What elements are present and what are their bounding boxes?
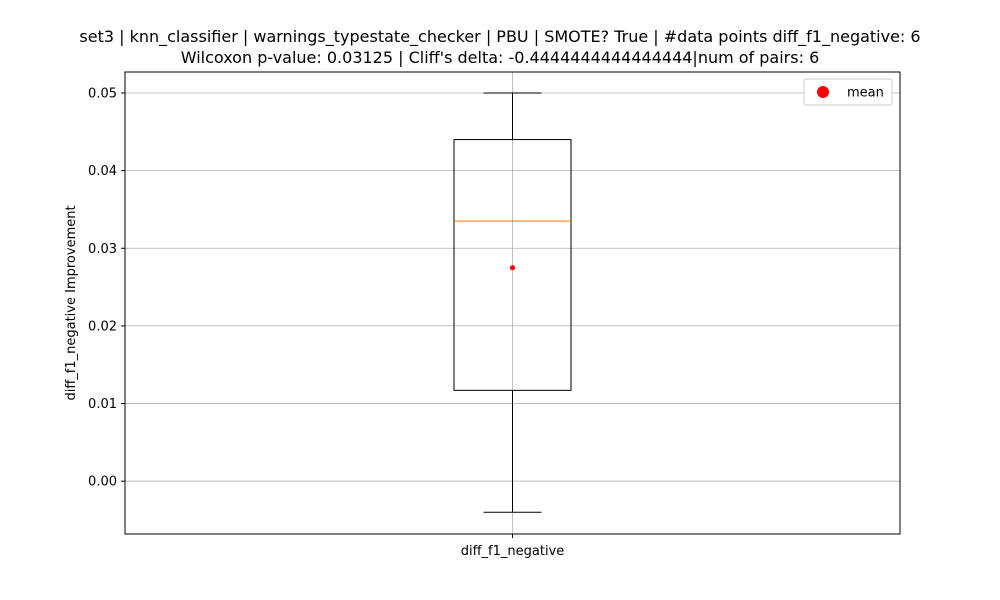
x-tick-label: diff_f1_negative — [461, 544, 565, 559]
legend: mean — [803, 78, 893, 106]
y-tick-label: 0.03 — [88, 242, 117, 257]
mean-marker — [509, 265, 516, 271]
y-tick-label: 0.05 — [88, 86, 117, 101]
y-axis-label: diff_f1_negative Improvement — [64, 205, 79, 400]
y-tick-label: 0.01 — [88, 397, 117, 412]
y-tick-label: 0.04 — [88, 164, 117, 179]
legend-label: mean — [847, 86, 884, 101]
y-tick-label: 0.00 — [88, 475, 117, 490]
legend-marker — [817, 86, 829, 98]
chart-title-line-1: set3 | knn_classifier | warnings_typesta… — [79, 27, 921, 46]
legend-box — [803, 78, 893, 106]
y-axis-ticks: 0.00 0.01 0.02 0.03 0.04 0.05 — [88, 86, 125, 490]
box-iqr — [453, 139, 572, 391]
x-axis-ticks: diff_f1_negative — [461, 534, 565, 559]
box-elements — [453, 92, 572, 513]
y-tick-label: 0.02 — [88, 319, 117, 334]
chart-title-line-2: Wilcoxon p-value: 0.03125 | Cliff's delt… — [180, 48, 820, 67]
